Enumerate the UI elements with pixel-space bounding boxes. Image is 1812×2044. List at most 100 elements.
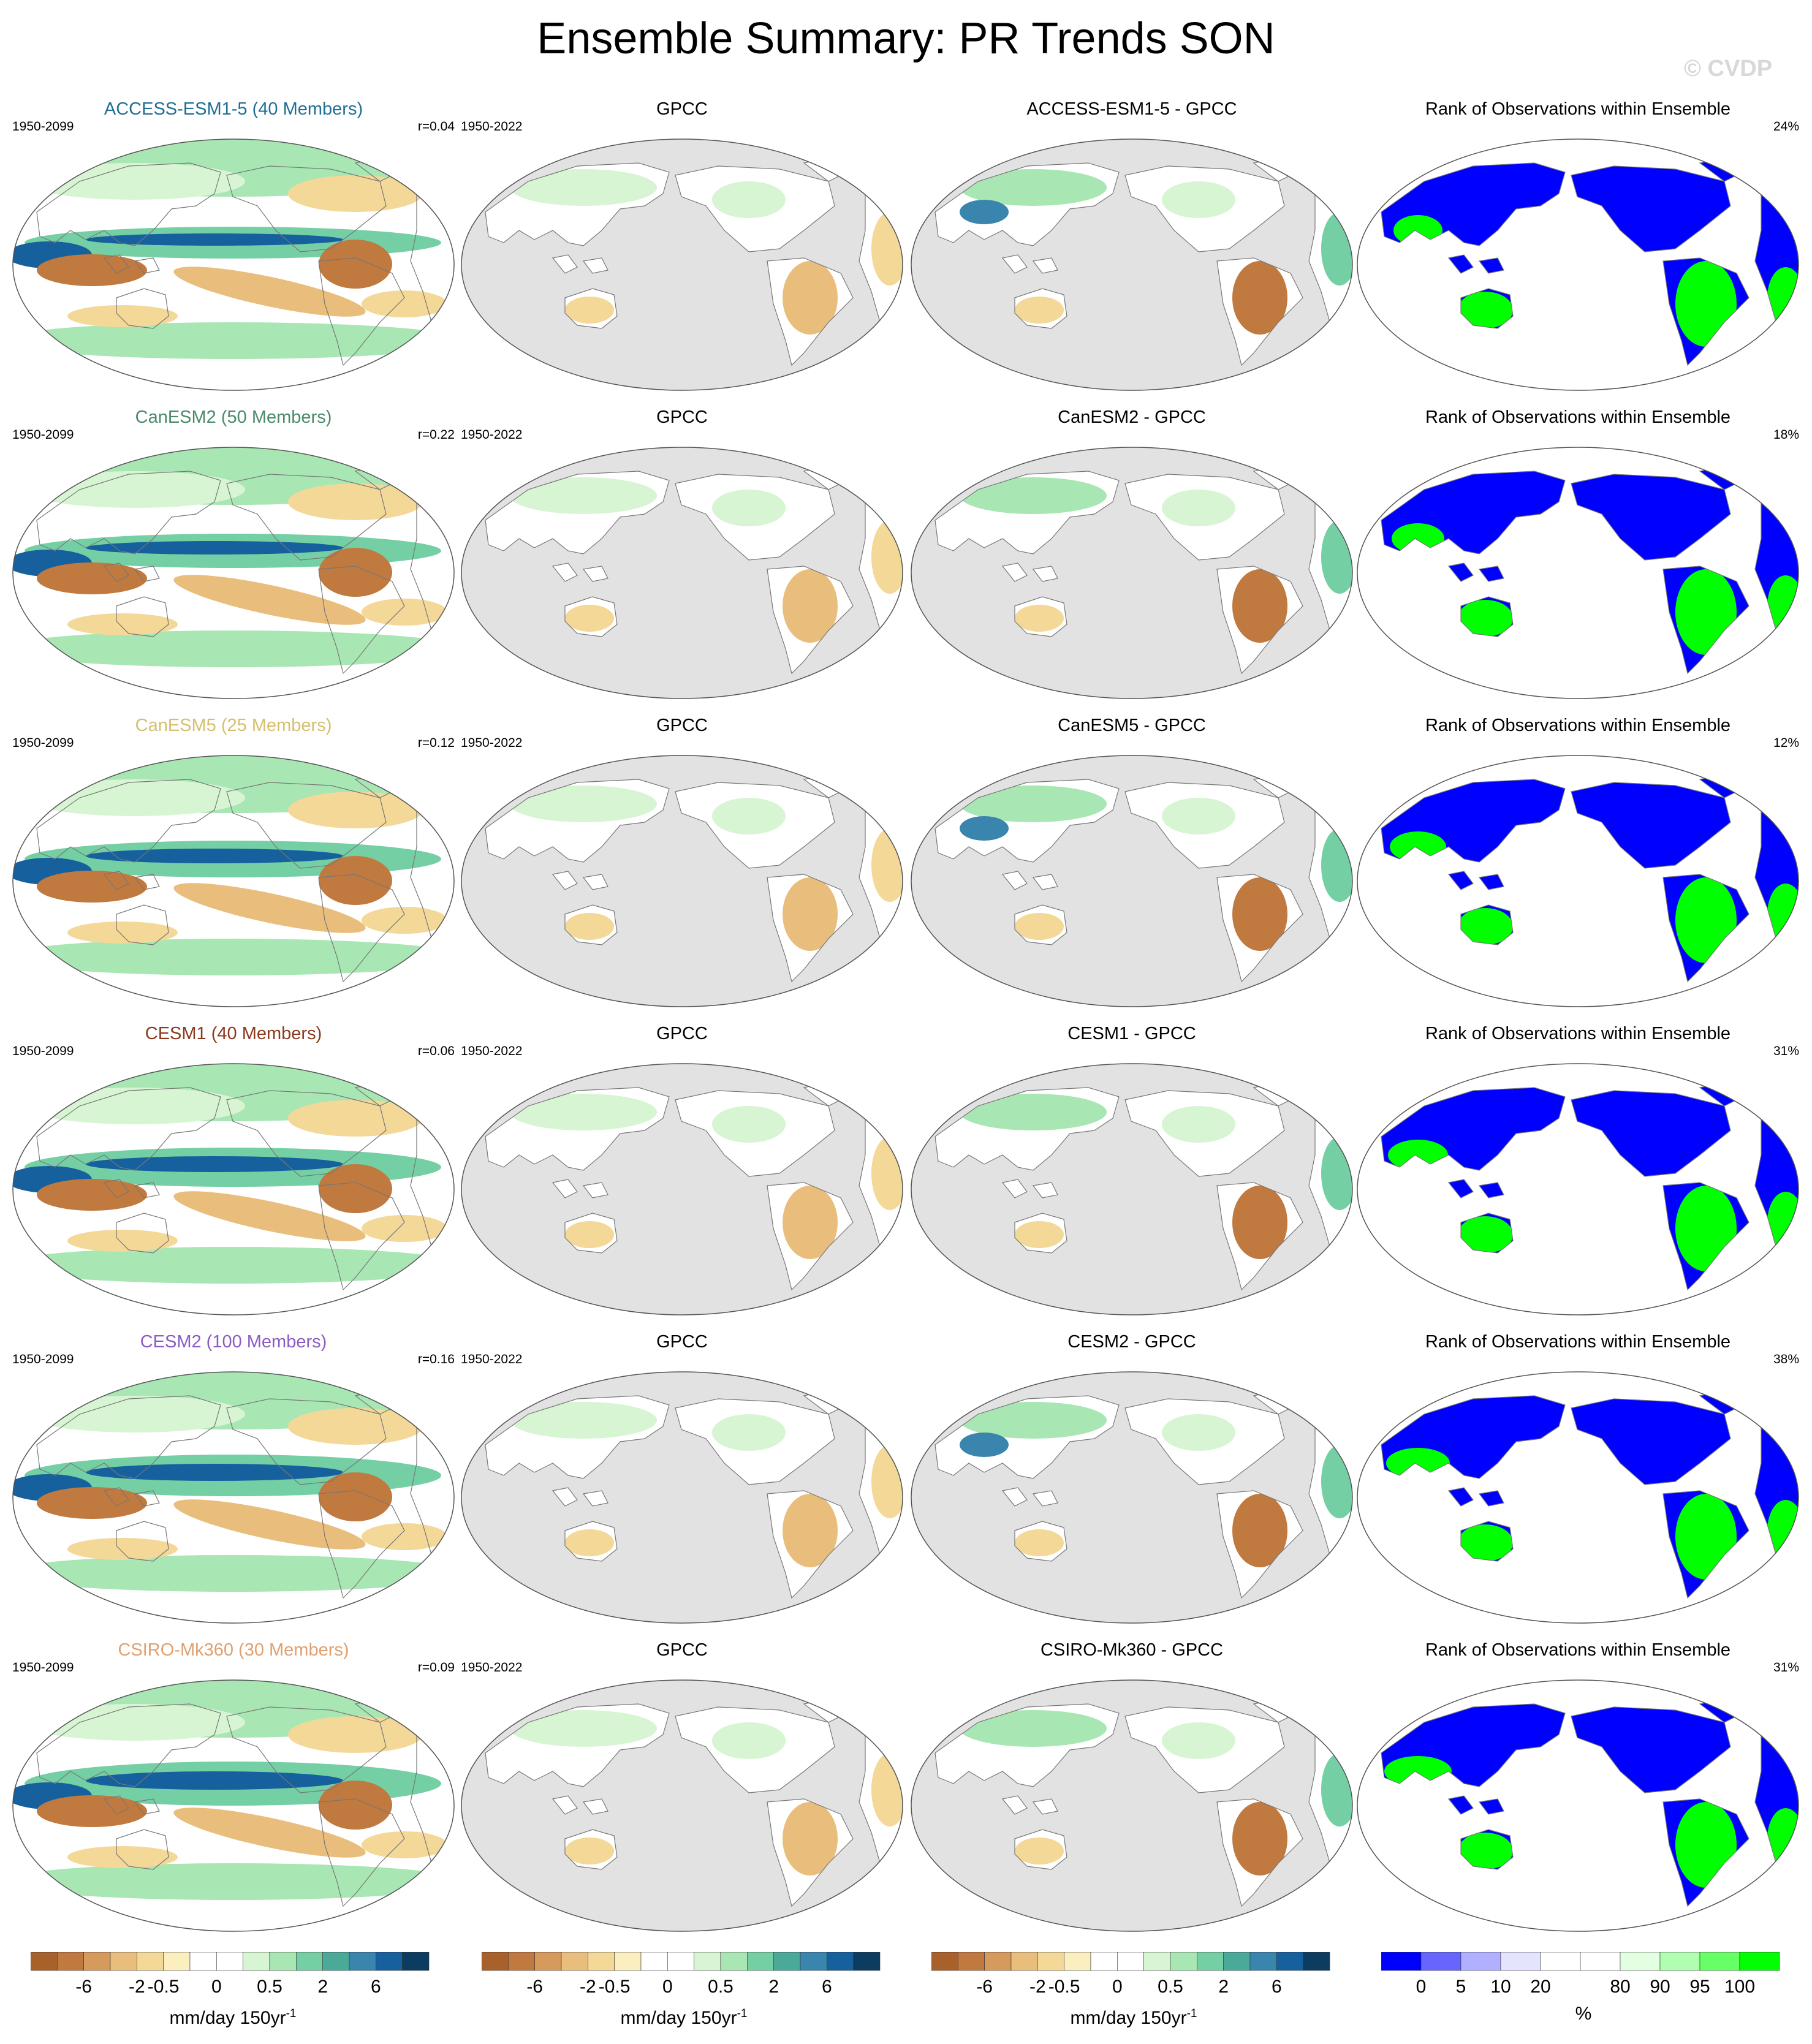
maritime-outline (552, 1179, 608, 1198)
australia-outline (564, 596, 618, 637)
obs-panel: GPCC 1950-2022 (461, 1331, 903, 1625)
obs-panel-title: GPCC (656, 1024, 708, 1043)
colorbar-swatch (31, 1952, 58, 1971)
south-america-outline (767, 1490, 854, 1599)
colorbar-tick-label: 2 (1218, 1977, 1229, 1997)
model-panel: CanESM5 (25 Members) 1950-2099 r=0.12 (12, 714, 455, 1009)
model-panel: CanESM2 (50 Members) 1950-2099 r=0.22 (12, 406, 455, 700)
map-border (1357, 1371, 1799, 1624)
europe-africa-outline (1308, 187, 1352, 348)
diff-panel: CanESM2 - GPCC (911, 406, 1353, 700)
north-america-outline (1124, 1090, 1285, 1177)
australia-outline (1014, 1521, 1067, 1562)
maritime-outline (1447, 1487, 1504, 1507)
south-america-outline (318, 1798, 405, 1907)
south-america-dry (783, 1186, 838, 1259)
eurasia-wet (960, 1402, 1107, 1439)
equatorial-max-band (86, 1156, 343, 1172)
south-america-outline (767, 1182, 854, 1291)
atlantic-dry-patch (288, 1716, 423, 1753)
colorbar-swatch (1659, 1952, 1700, 1971)
equatorial-max-band (86, 1771, 343, 1790)
obs-panel-title: GPCC (656, 716, 708, 735)
colorbar-swatch (1064, 1952, 1091, 1971)
map-border (461, 1371, 903, 1624)
north-america-outline (1571, 1706, 1731, 1793)
europe-africa-outline (410, 187, 454, 348)
map-border (911, 1371, 1353, 1624)
map-svg (911, 1679, 1353, 1932)
south-america-dry (1232, 1186, 1287, 1259)
australia-outline (1460, 596, 1514, 637)
map-border (12, 1063, 455, 1315)
atlantic-dry-patch (288, 792, 423, 828)
obs-panel-title: GPCC (656, 407, 708, 427)
colorbar-tick-label: 6 (821, 1977, 832, 1997)
europe-africa-outline (410, 1420, 454, 1581)
map-svg (911, 138, 1353, 391)
asia-outline (934, 1703, 1120, 1787)
colorbar-swatch (1276, 1952, 1303, 1971)
maritime-outline (552, 1795, 608, 1815)
south-america-outline (1216, 874, 1303, 983)
north-america-outline (226, 1706, 387, 1793)
atlantic-dry-patch (288, 483, 423, 520)
atlantic-dry-patch (288, 1100, 423, 1137)
colorbar-tick-label: -0.5 (598, 1977, 631, 1997)
australia-dry (1015, 1529, 1064, 1556)
colorbar-swatch (269, 1952, 297, 1971)
colorbar-tick-label: -2 (128, 1977, 145, 1997)
map-border (911, 755, 1353, 1007)
maritime-outline (1447, 1179, 1504, 1198)
south-indian-dry (67, 1538, 178, 1560)
colorbar-swatch (667, 1952, 694, 1971)
equatorial-max-band (86, 1464, 343, 1481)
australia-outline (1014, 596, 1067, 637)
colorbar-swatch (747, 1952, 774, 1971)
australia-dry (565, 605, 614, 632)
asia-outline (1381, 1087, 1566, 1171)
colorbar-tick-label: 6 (370, 1977, 381, 1997)
south-america-outline (767, 1798, 854, 1907)
north-america-wet (1162, 1414, 1235, 1451)
north-america-outline (1571, 1398, 1731, 1485)
colorbar-tick-label: -0.5 (147, 1977, 180, 1997)
eurasia-wet (510, 477, 657, 514)
map-border (1357, 138, 1799, 391)
australia-high-rank (1458, 908, 1513, 945)
colorbar-swatch (110, 1952, 137, 1971)
south-atlantic-dry (362, 907, 447, 934)
figure-title: Ensemble Summary: PR Trends SON (537, 14, 1275, 63)
diff-panel: CESM1 - GPCC (911, 1023, 1353, 1317)
north-america-outline (675, 1090, 835, 1177)
south-atlantic-dry (362, 290, 447, 317)
north-america-wet (1162, 798, 1235, 835)
obs-panel: GPCC 1950-2022 (461, 714, 903, 1009)
colorbar-swatch (402, 1952, 430, 1971)
south-america-dry (783, 877, 838, 951)
australia-outline (564, 1829, 618, 1870)
colorbar-swatches (1381, 1952, 1780, 1971)
colorbar-tick-label: 10 (1490, 1977, 1511, 1997)
asia-outline (934, 1087, 1120, 1171)
obs-panel-title: GPCC (656, 1640, 708, 1660)
map-field (1357, 1372, 1799, 1623)
south-america-outline (1216, 1798, 1303, 1907)
period-label: 1950-2022 (461, 119, 523, 134)
colorbar-swatch (1540, 1952, 1581, 1971)
colorbar-unit-label: % (1575, 2004, 1592, 2024)
map-svg (911, 447, 1353, 699)
south-pacific-dry (173, 267, 366, 317)
south-america-outline (767, 257, 854, 366)
europe-africa-outline (1754, 187, 1799, 348)
asia-outline (36, 162, 221, 246)
colorbar-swatch (83, 1952, 111, 1971)
rank-percent-label: 12% (1773, 736, 1799, 750)
asia-monsoon-wet (960, 816, 1009, 841)
asia-outline (36, 1703, 221, 1787)
asia-outline (36, 1395, 221, 1479)
south-indian-dry (67, 305, 178, 327)
map-border (461, 447, 903, 699)
south-america-outline (318, 566, 405, 675)
colorbar-unit-label: mm/day 150yr-1 (1070, 2007, 1197, 2028)
